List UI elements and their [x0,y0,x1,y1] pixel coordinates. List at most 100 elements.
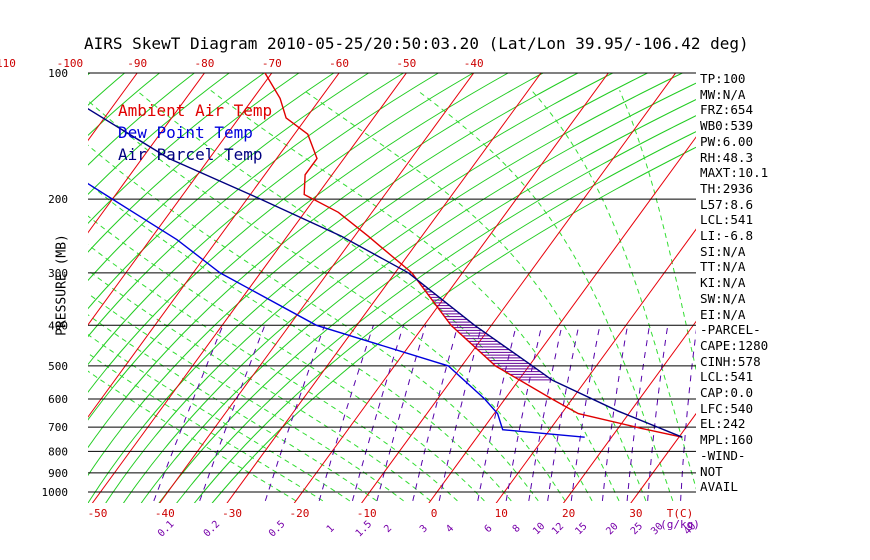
isotherm-line [0,63,77,532]
mixing-ratio-tick-label: 1 [325,523,337,535]
mixing-ratio-line [570,325,601,501]
mixing-ratio-tick-label: 0.5 [267,519,288,540]
dry-adiabat-line [88,73,370,310]
pressure-tick-label: 100 [48,67,68,80]
isotherm-line [88,73,273,326]
index-item: WB0:539 [700,118,754,134]
index-item: SI:N/A [700,243,746,259]
index-item: SW:N/A [700,290,746,306]
mixing-ratio-tick-label: 3 [418,523,430,535]
mixing-ratio-line [412,325,459,502]
top-temp-tick-label: -40 [464,57,484,70]
top-temp-tick-label: -80 [195,57,215,70]
mixing-ratio-tick-label: 25 [629,521,645,537]
dry-adiabat-line [88,73,579,477]
bottom-temp-tick-label: -30 [222,507,242,520]
dry-adiabat-line [211,146,696,503]
index-item: CINH:578 [700,353,761,369]
bottom-temp-tick-label: 30 [629,507,642,520]
dry-adiabat-line [158,99,696,503]
index-item: TT:N/A [700,259,746,275]
mixing-ratio-tick-label: 0.2 [202,519,223,540]
moist-adiabat-line [531,89,696,490]
mixing-ratio-line [352,325,404,502]
index-item: FRZ:654 [700,102,754,118]
dry-adiabat-line [88,73,231,196]
legend: Ambient Air Temp Dew Point Temp Air Parc… [118,100,272,166]
isotherm-line [88,73,206,234]
mixing-ratio-tick-label: 4 [444,523,456,535]
moist-adiabat-line [88,314,377,502]
index-item: LCL:541 [700,212,754,228]
moist-adiabat-line [136,89,593,502]
bottom-temp-tick-label: -20 [289,507,309,520]
moist-adiabat-line [88,99,566,502]
mixing-ratio-tick-label: 12 [550,521,566,537]
moist-adiabat-line [88,182,512,502]
index-item: EL:242 [700,416,746,432]
dry-adiabat-line [122,73,684,503]
pressure-tick-label: 700 [48,421,68,434]
isotherm-line [293,73,609,503]
mixing-ratio-line [647,325,669,501]
legend-item-ambient: Ambient Air Temp [118,101,273,120]
isotherm-line [812,63,870,532]
index-item: LCL:541 [700,369,754,385]
index-item: TP:100 [700,71,746,86]
top-temp-tick-label: -60 [329,57,349,70]
mixing-ratio-tick-label: 2 [382,523,394,535]
isotherm-line [0,63,10,532]
isotherm-line [91,73,407,503]
pressure-tick-label: 1000 [42,486,69,499]
mixing-ratio-tick-label: 6 [483,523,495,535]
mixing-ratio-line [438,325,483,502]
ambient-air-temp-line [264,73,683,438]
mixing-ratio-line [680,329,696,501]
top-temp-tick-label: -100 [57,57,84,70]
mixing-ratio-tick-label: 0.1 [156,519,177,540]
dry-adiabat-line [176,115,696,503]
mixing-ratio-line [153,325,224,502]
index-item: CAPE:1280 [700,337,769,353]
legend-item-dewpoint: Dew Point Temp [118,123,253,142]
index-item: EI:N/A [700,306,746,322]
index-item: TH:2936 [700,180,754,196]
top-temp-tick-label: -90 [127,57,147,70]
moist-adiabat-line [303,89,647,502]
pressure-tick-label: 200 [48,193,68,206]
air-parcel-temp-line [88,108,683,438]
dry-adiabat-line [88,73,475,393]
dry-adiabat-line [88,73,440,366]
mixing-ratio-line [199,325,266,502]
bottom-temp-tick-label: -10 [357,507,377,520]
dry-adiabat-line [88,73,265,225]
dry-adiabat-line [88,73,196,166]
isotherm-line [562,320,696,503]
moist-adiabat-line [88,244,458,502]
bottom-temp-tick-label: -40 [155,507,175,520]
index-item: RH:48.3 [700,149,754,165]
dry-adiabat-line [88,73,405,338]
pressure-tick-label: 600 [48,393,68,406]
bottom-temp-tick-label: 0 [431,507,438,520]
isotherm-line [361,73,677,503]
pressure-tick-label: 500 [48,360,68,373]
dry-adiabat-line [0,65,28,513]
legend-item-parcel: Air Parcel Temp [118,145,263,164]
index-item: MPL:160 [700,432,754,448]
mixing-ratio-line [376,325,427,502]
dry-adiabat-line [105,73,649,503]
dry-adiabat-line [88,73,300,253]
mixing-ratio-line [547,325,580,501]
mixing-ratio-line [528,325,563,501]
pressure-tick-label: 400 [48,319,68,332]
mixing-ratio-tick-label: 15 [573,521,589,537]
pressure-tick-label: 900 [48,467,68,480]
dew-point-temp-line [88,182,585,438]
index-item: MAXT:10.1 [700,165,769,181]
top-temp-tick-label: -70 [262,57,282,70]
bottom-temp-tick-label: 10 [495,507,508,520]
index-item: NOT [700,463,723,479]
mixing-ratio-line [626,325,650,501]
